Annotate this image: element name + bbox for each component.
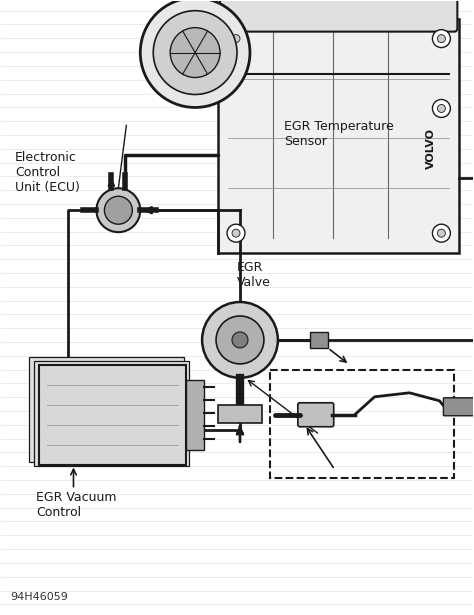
Text: 94H46059: 94H46059: [11, 592, 69, 602]
Text: EGR Vacuum
Control: EGR Vacuum Control: [36, 491, 117, 519]
Circle shape: [104, 196, 132, 224]
Circle shape: [432, 30, 450, 47]
Bar: [218, 18, 459, 253]
Bar: [34, 361, 189, 466]
Bar: [28, 357, 184, 462]
Text: VOLVO: VOLVO: [427, 128, 437, 169]
Bar: [218, 405, 262, 423]
Circle shape: [232, 34, 240, 42]
Bar: [310, 332, 328, 348]
Circle shape: [153, 10, 237, 95]
Circle shape: [202, 302, 278, 378]
Circle shape: [227, 30, 245, 47]
Circle shape: [432, 224, 450, 242]
Bar: [38, 365, 186, 465]
Text: Electronic
Control
Unit (ECU): Electronic Control Unit (ECU): [15, 151, 80, 194]
FancyBboxPatch shape: [220, 0, 457, 31]
Bar: [186, 380, 204, 450]
Circle shape: [140, 0, 250, 108]
Circle shape: [438, 105, 446, 113]
Circle shape: [232, 332, 248, 348]
Circle shape: [438, 229, 446, 237]
FancyBboxPatch shape: [443, 398, 474, 416]
Circle shape: [216, 316, 264, 364]
Bar: [270, 370, 455, 478]
Text: EGR
Valve: EGR Valve: [237, 261, 271, 290]
Circle shape: [227, 224, 245, 242]
FancyBboxPatch shape: [298, 403, 334, 427]
Circle shape: [432, 100, 450, 117]
Circle shape: [232, 229, 240, 237]
Circle shape: [96, 188, 140, 232]
Circle shape: [438, 34, 446, 42]
Circle shape: [170, 28, 220, 77]
Text: EGR Temperature
Sensor: EGR Temperature Sensor: [284, 121, 394, 148]
